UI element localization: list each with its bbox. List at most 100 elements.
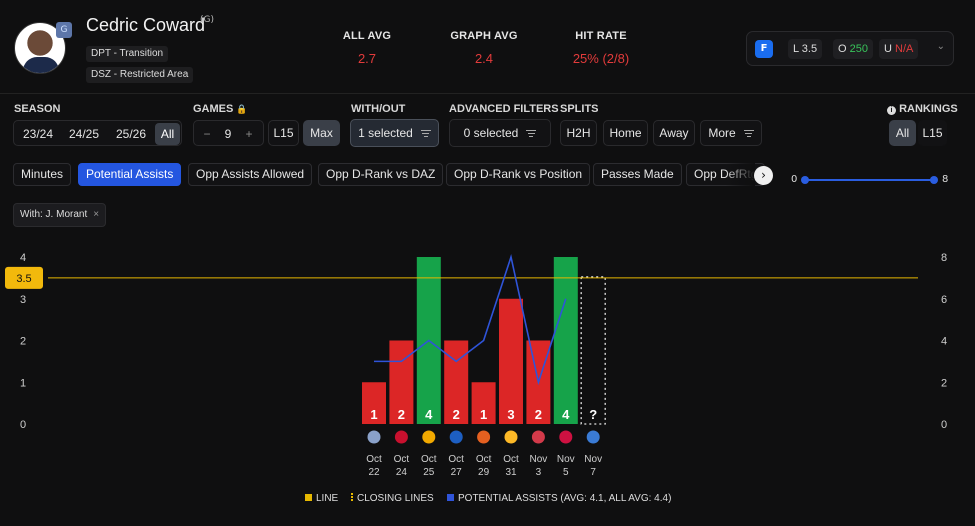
date-month-label: Oct bbox=[448, 454, 464, 465]
player-name: Cedric Coward bbox=[86, 15, 206, 35]
lock-icon: 🔒 bbox=[236, 104, 248, 114]
legend-label: LINE bbox=[316, 493, 339, 504]
games-max-button[interactable]: Max bbox=[303, 120, 340, 146]
under-prefix: U bbox=[884, 43, 892, 55]
date-month-label: Nov bbox=[530, 454, 548, 465]
stat-value: 25% (2/8) bbox=[572, 51, 630, 66]
rankings-label: i RANKINGS bbox=[887, 103, 958, 115]
rankings-l15-button[interactable]: L15 bbox=[918, 120, 947, 146]
bar-value-label: 1 bbox=[480, 407, 487, 422]
games-stepper: − 9 + bbox=[193, 120, 264, 146]
player-tag-transition: DPT - Transition bbox=[86, 46, 169, 62]
tab-opp-d-rank-vs-position[interactable]: Opp D-Rank vs Position bbox=[446, 163, 591, 186]
season-option-all[interactable]: All bbox=[155, 123, 180, 145]
pistons-logo-icon bbox=[531, 430, 545, 444]
with-out-label: WITH/OUT bbox=[351, 103, 406, 115]
legend-potential-assists: POTENTIAL ASSISTS (AVG: 4.1, ALL AVG: 4.… bbox=[447, 493, 671, 504]
line-selector[interactable]: F L 3.5 O 250 U N/A ⌄ bbox=[746, 31, 954, 66]
suns-logo-icon bbox=[477, 430, 491, 444]
legend-label: POTENTIAL ASSISTS (AVG: 4.1, ALL AVG: 4.… bbox=[458, 493, 672, 504]
games-label-text: GAMES bbox=[193, 103, 234, 115]
splits-label: SPLITS bbox=[560, 103, 599, 115]
player-position: (G) bbox=[200, 15, 214, 25]
games-count[interactable]: 9 bbox=[224, 127, 232, 141]
legend-swatch-closing bbox=[351, 493, 353, 501]
date-month-label: Oct bbox=[421, 454, 437, 465]
bar-value-label: 2 bbox=[398, 407, 405, 422]
season-option-23-24[interactable]: 23/24 bbox=[22, 127, 54, 141]
bar bbox=[553, 257, 578, 424]
season-label: SEASON bbox=[14, 103, 61, 115]
chevron-right-icon[interactable]: › bbox=[754, 166, 773, 185]
series-line-potential-assists bbox=[374, 253, 567, 386]
split-home-button[interactable]: Home bbox=[603, 120, 648, 146]
split-away-button[interactable]: Away bbox=[653, 120, 695, 146]
bar-value-label: ? bbox=[589, 407, 597, 422]
split-more-dropdown[interactable]: More bbox=[700, 120, 762, 146]
rankings-all-button[interactable]: All bbox=[889, 120, 916, 146]
range-slider-max-handle[interactable] bbox=[930, 176, 938, 184]
advanced-filters-dropdown[interactable]: 0 selected bbox=[449, 119, 551, 147]
bar-pending bbox=[580, 276, 606, 425]
close-icon[interactable]: × bbox=[93, 209, 100, 220]
date-month-label: Oct bbox=[503, 454, 519, 465]
legend-line: LINE bbox=[305, 493, 338, 504]
season-segment: 23/24 24/25 25/26 All bbox=[13, 120, 182, 146]
bar bbox=[471, 382, 496, 424]
over-odds: O 250 bbox=[833, 39, 873, 59]
bar bbox=[499, 298, 523, 424]
tab-minutes[interactable]: Minutes bbox=[13, 163, 72, 186]
y-tick-label: 4 bbox=[20, 252, 26, 264]
over-prefix: O bbox=[838, 43, 847, 55]
bar bbox=[362, 382, 386, 424]
date-day-label: 24 bbox=[396, 467, 408, 478]
bar-value-label: 4 bbox=[425, 407, 433, 422]
with-player-chip-label: With: J. Morant bbox=[20, 209, 88, 220]
bar-value-label: 2 bbox=[453, 407, 460, 422]
heat-logo-icon bbox=[394, 430, 408, 444]
chevron-down-icon[interactable]: ⌄ bbox=[936, 41, 945, 52]
line-badge-label: 3.5 bbox=[16, 273, 31, 285]
with-out-dropdown[interactable]: 1 selected bbox=[350, 119, 439, 147]
tab-opp-assists-allowed[interactable]: Opp Assists Allowed bbox=[188, 163, 313, 186]
bar-value-label: 1 bbox=[370, 407, 377, 422]
line-value: L 3.5 bbox=[788, 39, 823, 59]
season-option-25-26[interactable]: 25/26 bbox=[115, 127, 147, 141]
range-slider-track[interactable] bbox=[804, 179, 934, 181]
tab-passes-made[interactable]: Passes Made bbox=[593, 163, 682, 186]
date-day-label: 5 bbox=[563, 467, 569, 478]
y2-tick-label: 8 bbox=[941, 252, 947, 264]
legend-swatch-series bbox=[447, 494, 454, 501]
minus-button[interactable]: − bbox=[203, 127, 211, 141]
tab-opp-d-rank-vs-daz[interactable]: Opp D-Rank vs DAZ bbox=[318, 163, 444, 186]
stat-value: 2.4 bbox=[474, 51, 494, 66]
plus-button[interactable]: + bbox=[245, 127, 253, 141]
bar-value-label: 4 bbox=[562, 407, 570, 422]
slider-min-label: 0 bbox=[791, 174, 798, 185]
tab-potential-assists[interactable]: Potential Assists bbox=[78, 163, 182, 186]
player-header: G Cedric Coward (G) DPT - Transition DSZ… bbox=[0, 0, 975, 94]
date-day-label: 25 bbox=[423, 467, 435, 478]
fanduel-icon: F bbox=[755, 40, 773, 58]
date-day-label: 3 bbox=[536, 467, 542, 478]
legend-closing-lines: CLOSING LINES bbox=[351, 493, 434, 504]
games-l15-button[interactable]: L15 bbox=[268, 120, 299, 146]
rockets-logo-icon bbox=[559, 430, 573, 444]
date-month-label: Nov bbox=[557, 454, 575, 465]
range-slider-min-handle[interactable] bbox=[801, 176, 809, 184]
stat-all-avg: ALL AVG 2.7 bbox=[336, 30, 398, 66]
with-player-chip[interactable]: With: J. Morant × bbox=[13, 203, 107, 227]
stat-label: ALL AVG bbox=[342, 30, 392, 42]
season-option-24-25[interactable]: 24/25 bbox=[68, 127, 100, 141]
split-h2h-button[interactable]: H2H bbox=[560, 120, 597, 146]
filter-lines-icon bbox=[420, 129, 431, 138]
line-badge bbox=[5, 266, 43, 289]
info-icon[interactable]: i bbox=[887, 106, 896, 115]
bar-value-label: 3 bbox=[507, 407, 514, 422]
under-odds: U N/A bbox=[879, 39, 919, 59]
stat-hit-rate: HIT RATE 25% (2/8) bbox=[562, 30, 640, 66]
date-day-label: 31 bbox=[505, 467, 517, 478]
date-month-label: Oct bbox=[476, 454, 492, 465]
stat-label: GRAPH AVG bbox=[450, 30, 518, 42]
